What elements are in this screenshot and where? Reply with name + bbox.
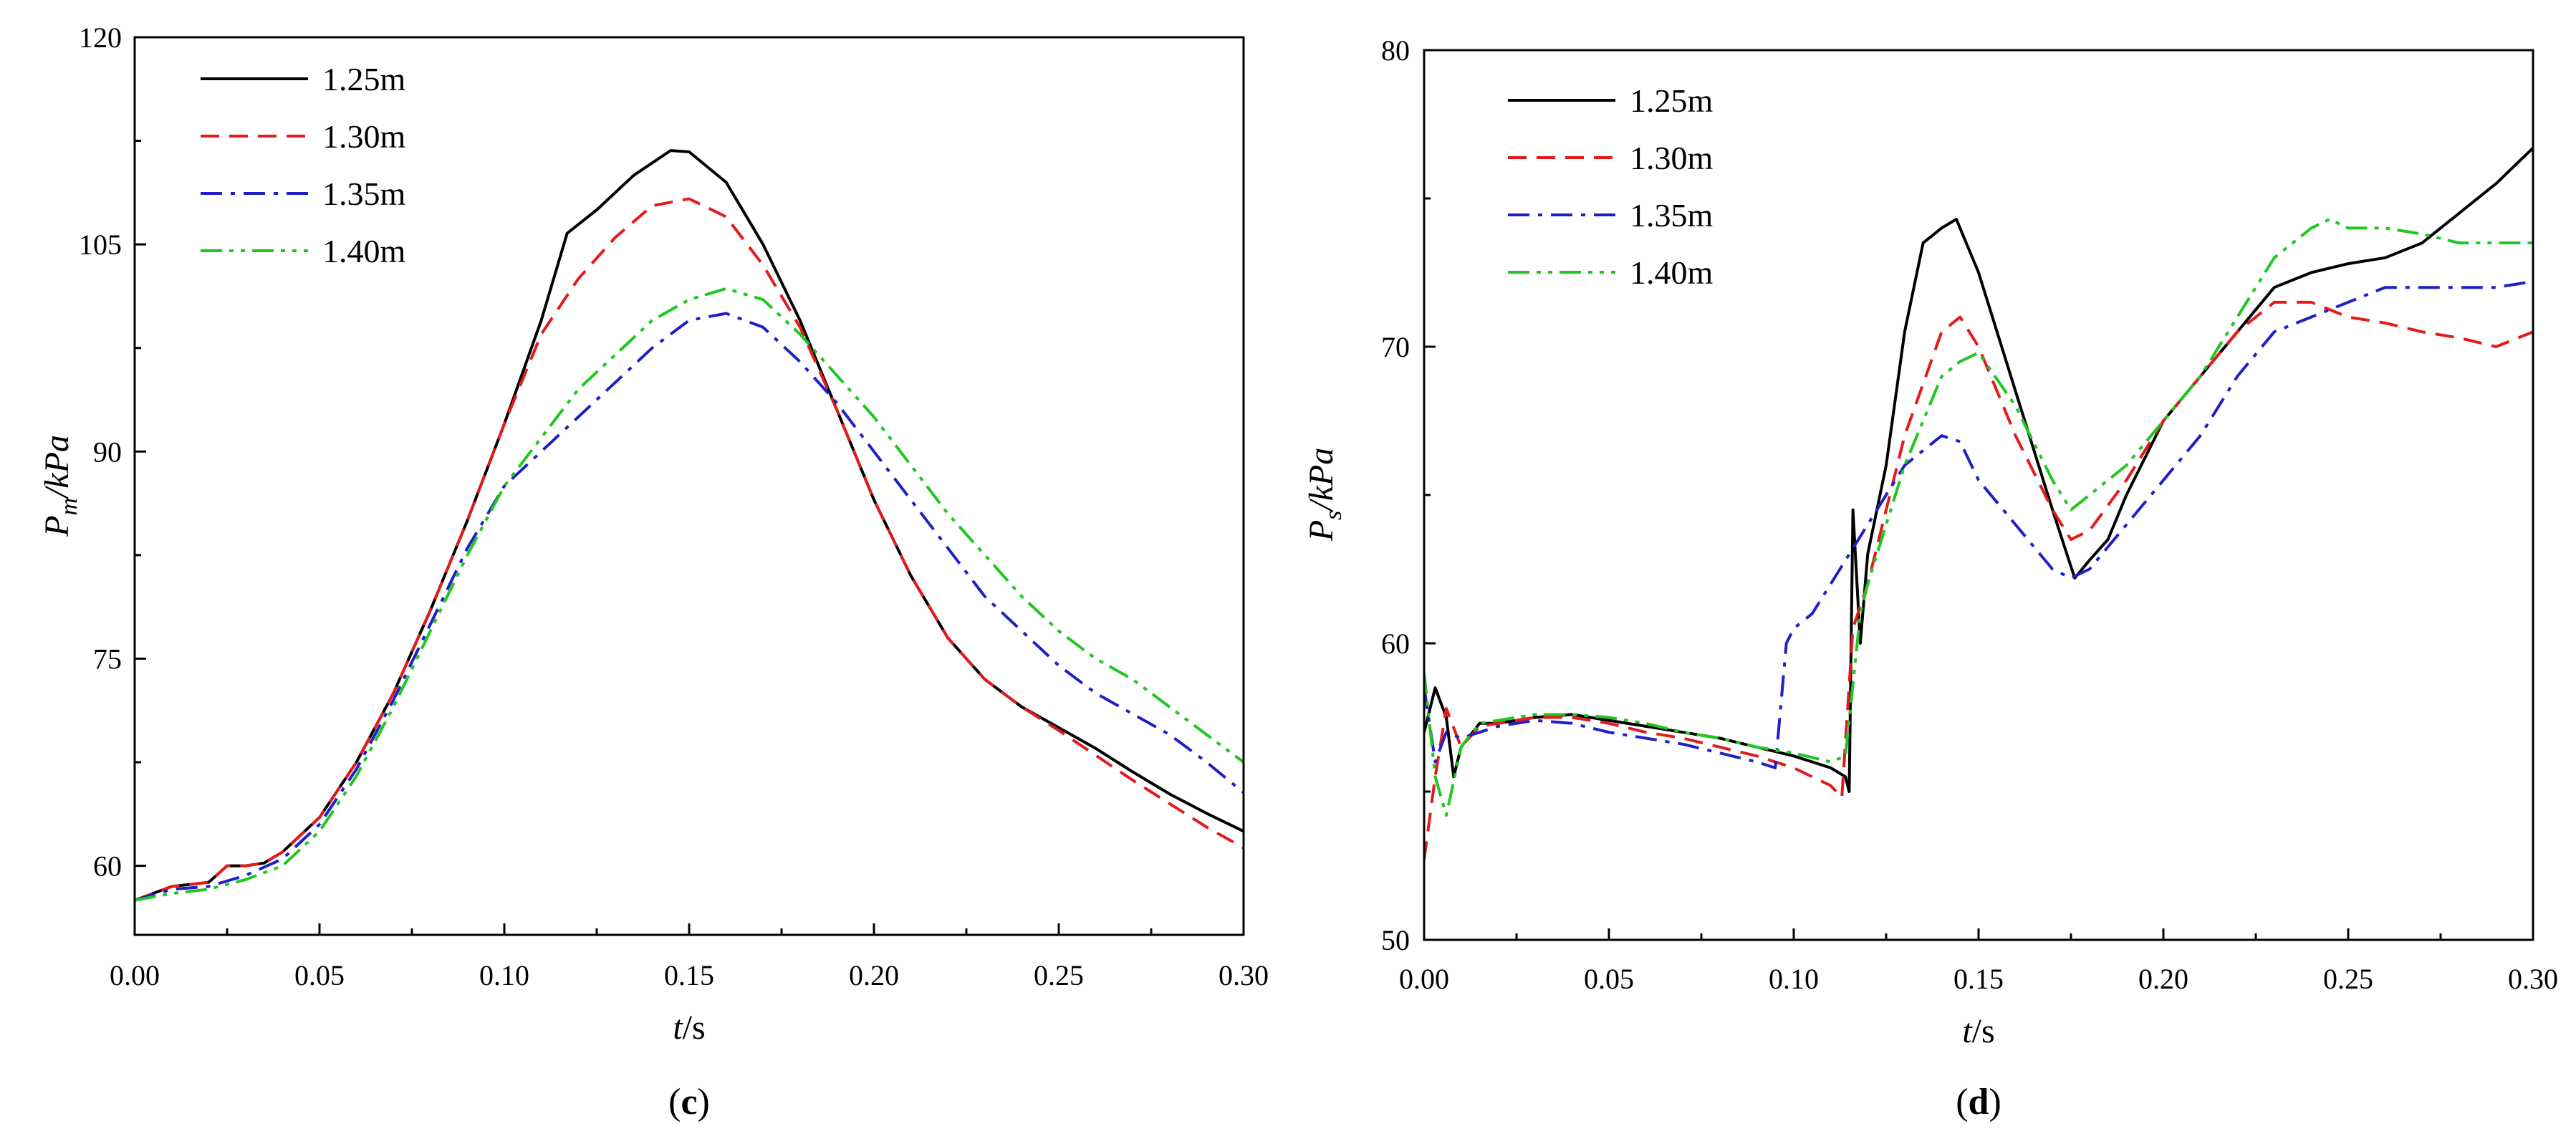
legend: 1.25m 1.30m 1.35m 1.40m [201, 61, 406, 269]
x-tick-label: 0.20 [2138, 963, 2188, 995]
y-tick-label: 120 [79, 21, 122, 54]
plot-frame [1423, 49, 2534, 941]
x-tick-label: 0.00 [1399, 963, 1449, 995]
legend-label: 1.30m [1630, 140, 1714, 176]
x-tick-label: 0.10 [479, 959, 529, 991]
x-axis-title: t/s [1962, 1012, 1994, 1050]
panel-label-open: ( [1956, 1082, 1968, 1123]
x-tick-label: 0.00 [110, 959, 160, 991]
series-line-1-35m [1424, 279, 2533, 769]
panel-label: (c) [668, 1082, 710, 1123]
y-axis-title: Pm/kPa [38, 435, 82, 537]
legend-label: 1.40m [322, 233, 406, 269]
y-axis-title-subscript: m [56, 498, 82, 516]
x-tick-label: 0.20 [849, 959, 899, 991]
series-line-1-40m [1424, 218, 2533, 817]
y-axis-title-symbol: P [1302, 520, 1340, 542]
y-axis-title-unit: /kPa [38, 435, 76, 500]
x-axis-title-symbol: t [1962, 1012, 1973, 1050]
panel-label-letter: c [681, 1082, 697, 1123]
x-tick-label: 0.05 [1584, 963, 1634, 995]
x-axis-title-unit: /s [1972, 1012, 1995, 1050]
x-tick-label: 0.25 [1034, 959, 1084, 991]
legend-label: 1.35m [322, 176, 406, 212]
x-tick-label: 0.25 [2323, 963, 2373, 995]
x-axis-title-symbol: t [673, 1009, 683, 1047]
chart-c: 0.00 0.05 0.10 0.15 0.20 0.25 0.30 60 75 90 105 120… [38, 21, 1269, 1123]
series-line-1-25m [135, 149, 1244, 902]
x-tick-label: 0.30 [1219, 959, 1269, 991]
legend-label: 1.40m [1630, 254, 1714, 291]
chart-d: 0.00 0.05 0.10 0.15 0.20 0.25 0.30 50 60 70 80 t/s P… [1302, 34, 2558, 1123]
legend-label: 1.35m [1630, 197, 1714, 234]
y-tick-label: 60 [1381, 628, 1410, 660]
y-axis-title-symbol: P [38, 516, 76, 537]
y-tick-label: 105 [79, 229, 122, 261]
plot-frame [133, 36, 1245, 936]
y-tick-label: 80 [1381, 34, 1410, 67]
legend-label: 1.25m [322, 61, 406, 97]
y-axis-title: Ps/kPa [1302, 448, 1347, 542]
y-tick-label: 75 [93, 643, 122, 675]
y-axis-title-unit: /kPa [1302, 448, 1340, 513]
y-axis-title-subscript: s [1320, 511, 1347, 520]
series-line-1-35m [135, 312, 1244, 902]
panel-label-close: ) [698, 1082, 710, 1123]
legend-label: 1.30m [322, 118, 406, 155]
y-tick-label: 90 [93, 436, 122, 468]
x-tick-label: 0.30 [2508, 963, 2558, 995]
y-tick-label: 70 [1381, 331, 1410, 363]
series-line-1-25m [1424, 147, 2533, 793]
legend-label: 1.25m [1630, 82, 1714, 119]
panel-label-close: ) [1989, 1082, 2001, 1123]
series-group [135, 149, 1244, 902]
panel-label-open: ( [668, 1082, 681, 1123]
series-line-1-30m [135, 197, 1244, 902]
panel-label-letter: d [1969, 1082, 1989, 1123]
legend: 1.25m 1.30m 1.35m 1.40m [1508, 82, 1714, 291]
panel-label: (d) [1956, 1082, 2001, 1123]
y-tick-label: 60 [93, 850, 122, 883]
x-tick-label: 0.10 [1769, 963, 1819, 995]
x-axis-title-unit: /s [683, 1009, 706, 1047]
series-line-1-40m [135, 287, 1244, 902]
y-tick-label: 50 [1381, 924, 1410, 956]
x-tick-label: 0.05 [294, 959, 345, 991]
x-tick-label: 0.15 [664, 959, 714, 991]
x-tick-label: 0.15 [1953, 963, 2004, 995]
series-group [1424, 147, 2533, 860]
x-axis-title: t/s [673, 1009, 705, 1047]
series-line-1-30m [1424, 300, 2533, 860]
